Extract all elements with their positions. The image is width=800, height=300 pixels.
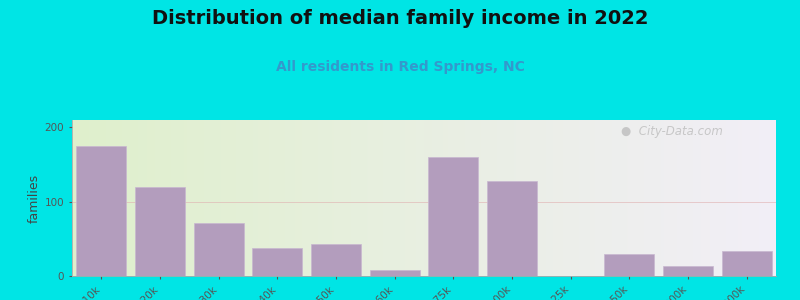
Bar — [253, 248, 302, 276]
Bar — [429, 157, 478, 276]
Y-axis label: families: families — [27, 173, 41, 223]
Text: ●  City-Data.com: ● City-Data.com — [621, 125, 723, 138]
Bar — [487, 181, 537, 276]
Text: All residents in Red Springs, NC: All residents in Red Springs, NC — [275, 60, 525, 74]
Bar — [194, 223, 243, 276]
Bar — [135, 187, 185, 276]
Bar — [722, 251, 771, 276]
Bar — [77, 146, 126, 276]
Bar — [605, 254, 654, 276]
Bar — [663, 266, 713, 276]
Text: Distribution of median family income in 2022: Distribution of median family income in … — [152, 9, 648, 28]
Bar — [311, 244, 361, 276]
Bar — [370, 270, 419, 276]
